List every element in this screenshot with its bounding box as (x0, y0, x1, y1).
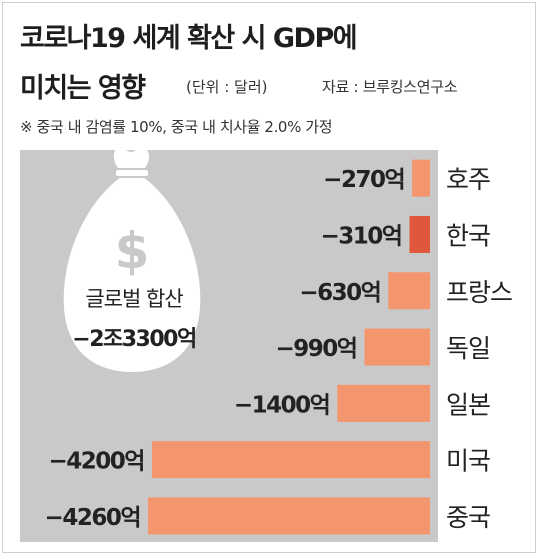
category-label: 독일 (446, 334, 490, 363)
bar-4 (337, 384, 430, 422)
value-label: −310억 (321, 223, 402, 249)
title-line-1: 코로나19 세계 확산 시 GDP에 (20, 23, 358, 54)
category-label: 호주 (446, 165, 490, 194)
value-label: −4200억 (49, 449, 144, 475)
bar-0 (412, 159, 430, 197)
total-value: −2조3300억 (72, 327, 195, 352)
category-label: 한국 (446, 221, 490, 250)
source-label: 자료 : 브루킹스연구소 (322, 78, 458, 96)
value-label: −1400억 (234, 392, 329, 418)
category-label: 일본 (446, 390, 490, 419)
moneybag-icon: $ (63, 147, 201, 372)
total-label: 글로벌 합산 (85, 287, 183, 311)
frame-border (2, 2, 536, 553)
value-label: −990억 (276, 336, 357, 362)
svg-text:$: $ (115, 222, 150, 280)
assumption-note: ※ 중국 내 감염률 10%, 중국 내 치사율 2.0% 가정 (20, 118, 333, 136)
unit-label: (단위 : 달러) (186, 78, 268, 96)
value-label: −630억 (299, 280, 380, 306)
bar-3 (364, 328, 430, 366)
value-label: −4260억 (45, 505, 140, 531)
bar-1 (409, 215, 430, 253)
category-label: 미국 (446, 447, 490, 476)
title-line-2: 미치는 영향 (20, 73, 146, 104)
bar-6 (148, 497, 430, 535)
bar-5 (151, 441, 430, 479)
bars-group: −270억 호주 −310억 한국 −630억 프랑스 −990억 독일 −1400억 일본 −42… (45, 159, 513, 535)
category-label: 중국 (446, 503, 490, 532)
bar-2 (388, 272, 430, 310)
value-label: −270억 (323, 167, 404, 193)
category-label: 프랑스 (446, 278, 512, 307)
